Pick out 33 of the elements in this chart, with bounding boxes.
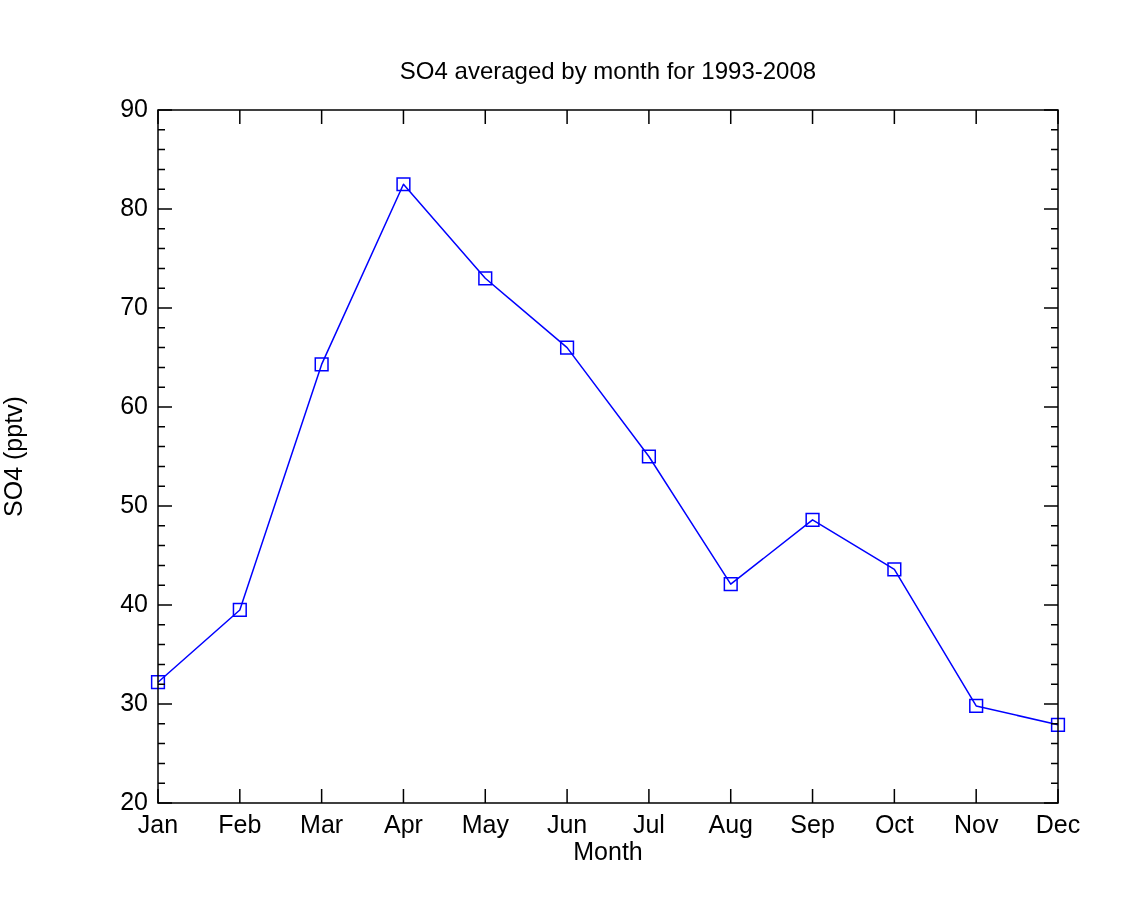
chart-title: SO4 averaged by month for 1993-2008 (399, 56, 817, 84)
y-axis-title: SO4 (pptv) (0, 396, 27, 517)
point (1050, 717, 1066, 732)
x-tick-label: Aug (708, 809, 753, 838)
point (805, 512, 820, 527)
x-tick-label: Oct (874, 809, 914, 838)
point (969, 698, 984, 714)
y-tick-label: 70 (120, 291, 148, 320)
x-tick-label: Apr (384, 809, 423, 838)
point (150, 675, 166, 690)
x-tick-label: Dec (1035, 809, 1081, 838)
x-tick-label: May (461, 809, 510, 838)
y-tick-label: 40 (120, 588, 148, 617)
y-tick-label: 90 (120, 93, 148, 122)
x-tick-label: Nov (953, 809, 999, 838)
point (396, 177, 411, 192)
point (478, 271, 493, 286)
point (232, 602, 247, 618)
x-tick-label: Jun (546, 809, 588, 838)
y-tick-label: 60 (120, 390, 148, 419)
x-tick-label: Jul (632, 809, 665, 838)
point (559, 340, 575, 355)
y-tick-label: 50 (120, 489, 148, 518)
point (314, 357, 329, 372)
point (641, 449, 657, 464)
x-tick-label: Sep (790, 809, 835, 838)
y-tick-label: 80 (120, 192, 148, 221)
x-axis-title: Month (573, 836, 643, 865)
point (723, 577, 738, 592)
x-tick-label: Mar (300, 809, 344, 838)
point (887, 562, 902, 577)
x-tick-label: Feb (218, 809, 262, 838)
y-tick-label: 30 (120, 687, 148, 716)
